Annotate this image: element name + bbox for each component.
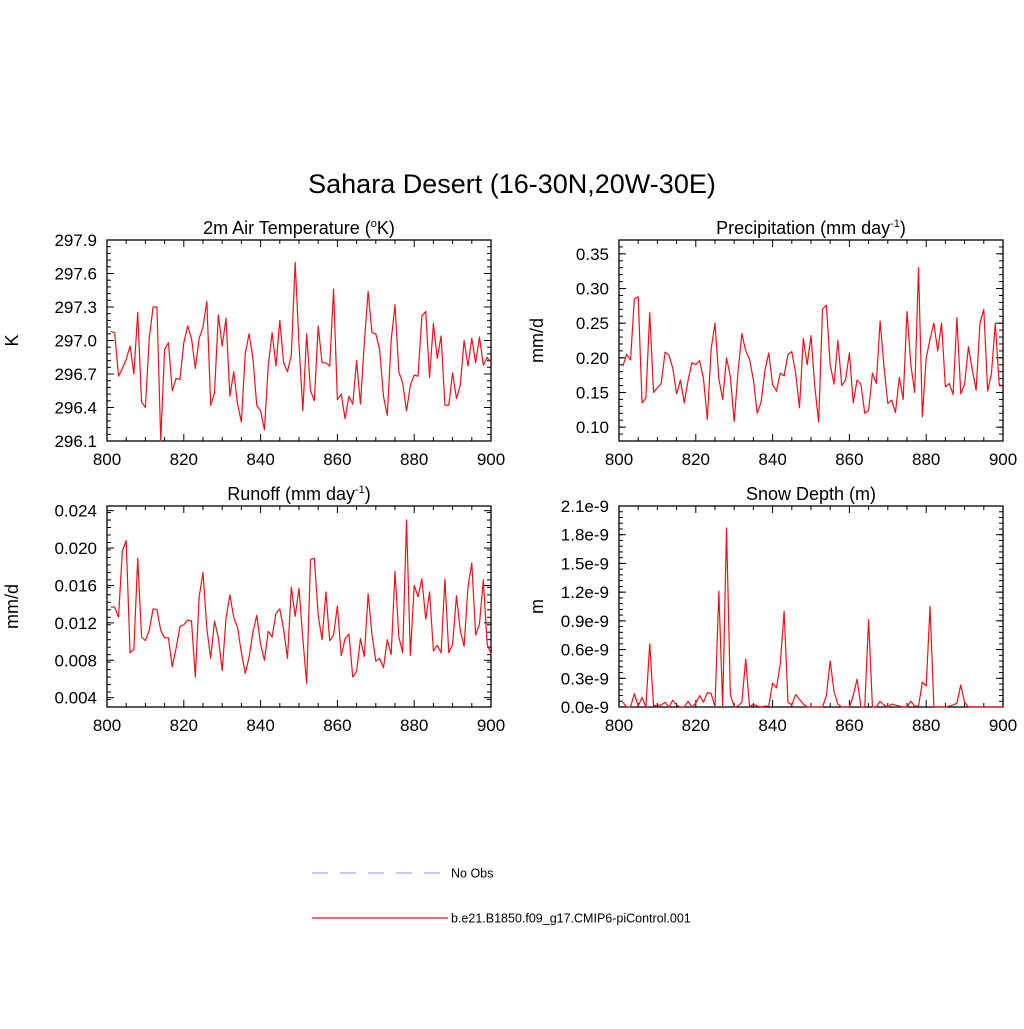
y-tick-label: 0.35 bbox=[576, 245, 609, 264]
x-tick-label: 880 bbox=[912, 716, 940, 735]
y-tick-label: 1.8e-9 bbox=[561, 526, 609, 545]
y-tick-label: 0.0e-9 bbox=[561, 698, 609, 717]
y-tick-label: 296.4 bbox=[54, 399, 97, 418]
series-line-model bbox=[622, 267, 1004, 423]
panel-runoff: 800 820 840 860 880 900 0.004 0.008 0.012 0.016 0.… bbox=[2, 484, 505, 735]
y-tick-label: 1.2e-9 bbox=[561, 583, 609, 602]
x-tick-label: 840 bbox=[758, 450, 786, 469]
x-tick-label: 840 bbox=[246, 450, 274, 469]
x-tick-label: 860 bbox=[323, 716, 351, 735]
x-tick-label: 900 bbox=[477, 716, 505, 735]
panel-title: 2m Air Temperature (oK) bbox=[203, 218, 395, 238]
y-tick-label: 2.1e-9 bbox=[561, 497, 609, 516]
panel-title: Precipitation (mm day-1) bbox=[716, 218, 906, 238]
y-tick-label: 0.008 bbox=[54, 651, 97, 670]
y-tick-label: 0.9e-9 bbox=[561, 612, 609, 631]
panel-title: Runoff (mm day-1) bbox=[227, 484, 371, 504]
panel-air-temperature: 800 820 840 860 880 900 296.1 296.4 296.7 297.0 29… bbox=[2, 218, 505, 469]
y-tick-label: 0.30 bbox=[576, 280, 609, 299]
x-tick-label: 880 bbox=[400, 450, 428, 469]
y-tick-label: 297.0 bbox=[54, 332, 97, 351]
y-tick-label: 297.9 bbox=[54, 231, 97, 250]
x-tick-label: 880 bbox=[400, 716, 428, 735]
y-axis-label: mm/d bbox=[527, 318, 547, 363]
legend: No Obs b.e21.B1850.f09_g17.CMIP6-piContr… bbox=[312, 867, 691, 926]
y-tick-label: 0.004 bbox=[54, 689, 97, 708]
y-tick-label: 297.3 bbox=[54, 298, 97, 317]
y-tick-label: 296.7 bbox=[54, 365, 97, 384]
figure-title: Sahara Desert (16-30N,20W-30E) bbox=[308, 169, 716, 199]
x-tick-label: 800 bbox=[93, 450, 121, 469]
y-tick-label: 0.6e-9 bbox=[561, 641, 609, 660]
y-tick-label: 0.20 bbox=[576, 349, 609, 368]
panel-title: Snow Depth (m) bbox=[746, 484, 876, 504]
series-line-model bbox=[110, 261, 492, 442]
x-tick-label: 860 bbox=[323, 450, 351, 469]
panel-precipitation: 800 820 840 860 880 900 0.10 0.15 0.20 0.25 0.30 0.… bbox=[527, 218, 1017, 469]
x-tick-label: 860 bbox=[835, 450, 863, 469]
y-tick-label: 0.15 bbox=[576, 383, 609, 402]
y-tick-label: 0.10 bbox=[576, 418, 609, 437]
legend-obs-label: No Obs bbox=[451, 867, 493, 881]
x-tick-label: 900 bbox=[989, 716, 1017, 735]
y-tick-label: 0.020 bbox=[54, 539, 97, 558]
x-tick-label: 800 bbox=[605, 716, 633, 735]
x-tick-label: 800 bbox=[93, 716, 121, 735]
x-tick-label: 840 bbox=[246, 716, 274, 735]
x-tick-label: 860 bbox=[835, 716, 863, 735]
y-tick-label: 297.6 bbox=[54, 265, 97, 284]
plot-frame bbox=[106, 505, 492, 708]
x-tick-label: 900 bbox=[989, 450, 1017, 469]
y-tick-label: 296.1 bbox=[54, 432, 97, 451]
x-tick-label: 820 bbox=[170, 450, 198, 469]
y-tick-label: 0.016 bbox=[54, 576, 97, 595]
y-tick-label: 0.3e-9 bbox=[561, 669, 609, 688]
x-tick-label: 900 bbox=[477, 450, 505, 469]
x-tick-label: 840 bbox=[758, 716, 786, 735]
y-tick-label: 0.012 bbox=[54, 614, 97, 633]
y-axis-label: mm/d bbox=[2, 584, 22, 629]
x-tick-label: 820 bbox=[170, 716, 198, 735]
series-line-model bbox=[110, 519, 492, 685]
series-line-model bbox=[622, 527, 1003, 708]
plot-frame bbox=[618, 505, 1004, 708]
panel-snow-depth: 800 820 840 860 880 900 0.0e-9 0.3e-9 0.6e-9 0.9e… bbox=[527, 484, 1017, 735]
x-tick-label: 820 bbox=[682, 716, 710, 735]
y-axis-label: m bbox=[527, 599, 547, 614]
legend-model-label: b.e21.B1850.f09_g17.CMIP6-piControl.001 bbox=[451, 912, 691, 926]
y-tick-label: 0.024 bbox=[54, 502, 97, 521]
x-tick-label: 800 bbox=[605, 450, 633, 469]
x-tick-label: 820 bbox=[682, 450, 710, 469]
y-tick-label: 0.25 bbox=[576, 314, 609, 333]
y-tick-label: 1.5e-9 bbox=[561, 554, 609, 573]
x-tick-label: 880 bbox=[912, 450, 940, 469]
y-axis-label: K bbox=[2, 334, 22, 346]
